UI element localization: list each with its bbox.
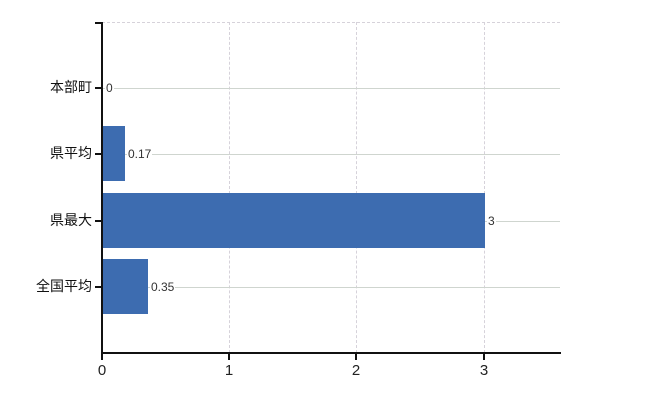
bar-value-label: 0.35 (150, 280, 176, 294)
x-tick-label: 3 (479, 362, 489, 379)
category-label: 県平均 (50, 145, 92, 161)
y-axis-tick (95, 87, 102, 89)
x-axis-tick (228, 354, 230, 360)
bar-value-label: 0.17 (127, 147, 153, 161)
x-gridline (356, 22, 357, 353)
bar (103, 259, 148, 314)
x-axis-tick (355, 354, 357, 360)
category-gridline (102, 287, 560, 288)
x-axis-line (101, 352, 561, 354)
x-gridline (229, 22, 230, 353)
category-label: 全国平均 (36, 278, 92, 294)
x-axis-tick (101, 354, 103, 360)
y-axis-tick (95, 153, 102, 155)
bar (103, 126, 125, 181)
category-gridline (102, 154, 560, 155)
x-tick-label: 2 (351, 362, 361, 379)
category-label: 県最大 (50, 212, 92, 228)
y-axis-tick (95, 220, 102, 222)
x-axis-tick (483, 354, 485, 360)
category-label: 本部町 (50, 79, 92, 95)
bar-value-label: 0 (105, 81, 114, 95)
plot-top-gridline (102, 22, 560, 23)
y-axis-tick (95, 286, 102, 288)
category-gridline (102, 88, 560, 89)
x-tick-label: 1 (224, 362, 234, 379)
bar (103, 193, 485, 248)
y-axis-top-tick (95, 22, 102, 24)
bar-value-label: 3 (487, 214, 496, 228)
y-axis-line (101, 22, 103, 355)
x-tick-label: 0 (97, 362, 107, 379)
x-gridline (484, 22, 485, 353)
